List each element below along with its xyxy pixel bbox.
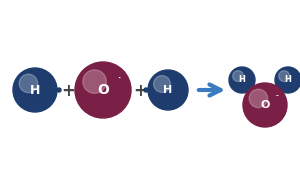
Text: O: O: [97, 83, 109, 97]
Circle shape: [148, 70, 188, 110]
Circle shape: [275, 67, 300, 93]
Text: O: O: [260, 100, 270, 110]
Circle shape: [279, 71, 289, 82]
Text: H: H: [285, 75, 291, 84]
Circle shape: [243, 83, 287, 127]
Circle shape: [227, 66, 256, 94]
Circle shape: [11, 66, 58, 114]
Circle shape: [13, 68, 57, 112]
Circle shape: [274, 66, 300, 94]
Text: H: H: [164, 85, 172, 95]
Circle shape: [57, 88, 61, 92]
Circle shape: [242, 82, 289, 129]
Text: +: +: [61, 82, 75, 100]
Circle shape: [146, 69, 190, 111]
Circle shape: [154, 76, 170, 92]
Circle shape: [144, 88, 148, 92]
Circle shape: [19, 74, 38, 93]
Text: +: +: [133, 82, 147, 100]
Text: H: H: [238, 75, 245, 84]
Circle shape: [229, 67, 255, 93]
Text: -: -: [276, 93, 279, 99]
Text: H: H: [30, 84, 40, 96]
Text: ·: ·: [117, 75, 120, 84]
Circle shape: [249, 89, 268, 108]
Circle shape: [74, 60, 133, 120]
Circle shape: [75, 62, 131, 118]
Circle shape: [83, 70, 106, 93]
Circle shape: [232, 71, 244, 82]
